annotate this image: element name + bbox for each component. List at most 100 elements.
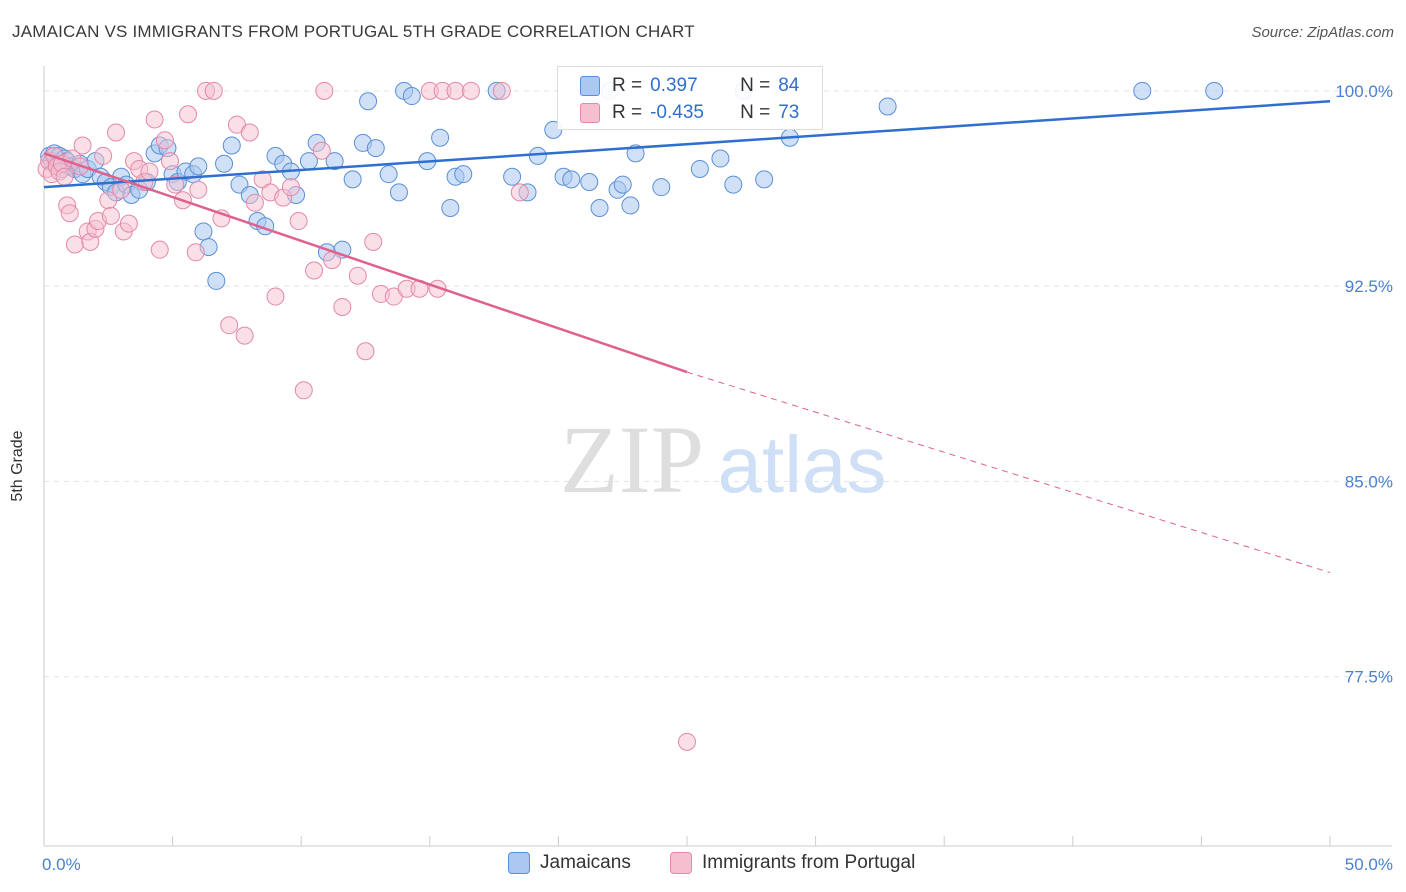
data-point-jamaicans: [215, 154, 234, 173]
y-tick-label: 77.5%: [1345, 668, 1393, 687]
legend-swatch-pink: [580, 103, 600, 123]
legend-n-label: N =: [740, 75, 771, 96]
legend-row-jamaicans: R = 0.397 N = 84: [580, 73, 799, 99]
watermark: ZIP atlas: [560, 406, 886, 513]
data-point-portugal: [492, 81, 511, 100]
data-point-portugal: [94, 146, 113, 165]
data-point-jamaicans: [222, 136, 241, 155]
y-tick-labels: 100.0% 92.5% 85.0% 77.5%: [1335, 82, 1393, 687]
legend-item-portugal: Immigrants from Portugal: [670, 852, 915, 874]
data-point-jamaicans: [389, 183, 408, 202]
y-tick-label: 92.5%: [1345, 277, 1393, 296]
legend-r-label: R =: [612, 102, 643, 123]
chart-title: JAMAICAN VS IMMIGRANTS FROM PORTUGAL 5TH…: [12, 22, 695, 41]
data-point-jamaicans: [1133, 81, 1152, 100]
data-point-jamaicans: [878, 97, 897, 116]
series-portugal: [37, 81, 696, 751]
legend-swatch-portugal: [670, 852, 692, 874]
data-point-jamaicans: [690, 159, 709, 178]
data-point-portugal: [186, 243, 205, 262]
legend-item-jamaicans: Jamaicans: [508, 852, 631, 874]
data-point-portugal: [145, 110, 164, 129]
trend-line-portugal: [43, 152, 688, 374]
data-point-jamaicans: [711, 149, 730, 168]
data-point-jamaicans: [503, 167, 522, 186]
data-point-portugal: [55, 167, 74, 186]
data-point-portugal: [333, 297, 352, 316]
data-point-portugal: [348, 266, 367, 285]
data-point-portugal: [266, 287, 285, 306]
data-point-portugal: [150, 240, 169, 259]
data-point-jamaicans: [755, 170, 774, 189]
x-tick-labels: 0.0% 50.0%: [42, 855, 1393, 874]
source-credit: Source: ZipAtlas.com: [1251, 24, 1394, 41]
data-point-portugal: [73, 136, 92, 155]
data-point-jamaicans: [379, 165, 398, 184]
data-point-portugal: [245, 193, 264, 212]
data-point-portugal: [446, 81, 465, 100]
x-tick-label-max: 50.0%: [1345, 855, 1393, 874]
series-legend: Jamaicans Immigrants from Portugal: [0, 852, 1406, 878]
data-point-portugal: [220, 316, 239, 335]
data-point-jamaicans: [359, 92, 378, 111]
data-point-portugal: [312, 141, 331, 160]
data-point-portugal: [240, 123, 259, 142]
stats-legend: R = 0.397 N = 84 R = -0.435 N = 73: [557, 66, 823, 130]
data-point-portugal: [315, 81, 334, 100]
data-point-jamaicans: [590, 199, 609, 218]
watermark-zip: ZIP: [560, 406, 704, 513]
legend-n-value: 73: [778, 102, 800, 123]
trend-lines: [43, 100, 1331, 574]
data-point-portugal: [235, 326, 254, 345]
data-point-portugal: [60, 204, 79, 223]
data-point-jamaicans: [580, 172, 599, 191]
data-point-jamaicans: [621, 196, 640, 215]
data-point-jamaicans: [189, 157, 208, 176]
data-point-portugal: [364, 232, 383, 251]
data-point-portugal: [161, 152, 180, 171]
data-point-jamaicans: [613, 175, 632, 194]
data-point-portugal: [140, 162, 159, 181]
data-point-jamaicans: [562, 170, 581, 189]
data-point-portugal: [461, 81, 480, 100]
data-point-portugal: [289, 212, 308, 231]
data-point-portugal: [179, 105, 198, 124]
legend-r-value: 0.397: [650, 75, 698, 96]
data-point-jamaicans: [724, 175, 743, 194]
data-point-portugal: [356, 342, 375, 361]
data-point-portugal: [678, 732, 696, 751]
data-point-portugal: [281, 178, 300, 197]
y-tick-label: 100.0%: [1335, 82, 1393, 101]
data-point-portugal: [65, 235, 84, 254]
y-tick-label: 85.0%: [1345, 472, 1393, 491]
data-point-jamaicans: [454, 165, 473, 184]
data-point-portugal: [166, 175, 185, 194]
trend-line-portugal-extrapolated: [686, 371, 1331, 574]
data-point-portugal: [101, 206, 120, 225]
data-point-portugal: [112, 180, 131, 199]
data-point-jamaicans: [441, 199, 460, 218]
data-point-portugal: [189, 180, 208, 199]
legend-r-value: -0.435: [650, 102, 704, 123]
legend-r-label: R =: [612, 75, 643, 96]
data-point-portugal: [510, 183, 529, 202]
data-point-jamaicans: [343, 170, 362, 189]
legend-row-portugal: R = -0.435 N = 73: [580, 100, 799, 126]
legend-n-label: N =: [740, 102, 771, 123]
axes: [43, 66, 1392, 847]
legend-n-value: 84: [778, 75, 800, 96]
data-point-portugal: [119, 214, 138, 233]
data-point-portugal: [107, 123, 126, 142]
legend-label-jamaicans: Jamaicans: [540, 852, 631, 873]
legend-swatch-blue: [580, 76, 600, 96]
data-point-portugal: [204, 81, 223, 100]
legend-swatch-jamaicans: [508, 852, 530, 874]
data-point-jamaicans: [528, 146, 547, 165]
x-tick-label-min: 0.0%: [42, 855, 81, 874]
data-point-jamaicans: [366, 139, 385, 158]
data-point-jamaicans: [402, 87, 421, 106]
watermark-atlas: atlas: [718, 420, 887, 509]
data-point-jamaicans: [1205, 81, 1224, 100]
data-point-portugal: [155, 131, 174, 150]
